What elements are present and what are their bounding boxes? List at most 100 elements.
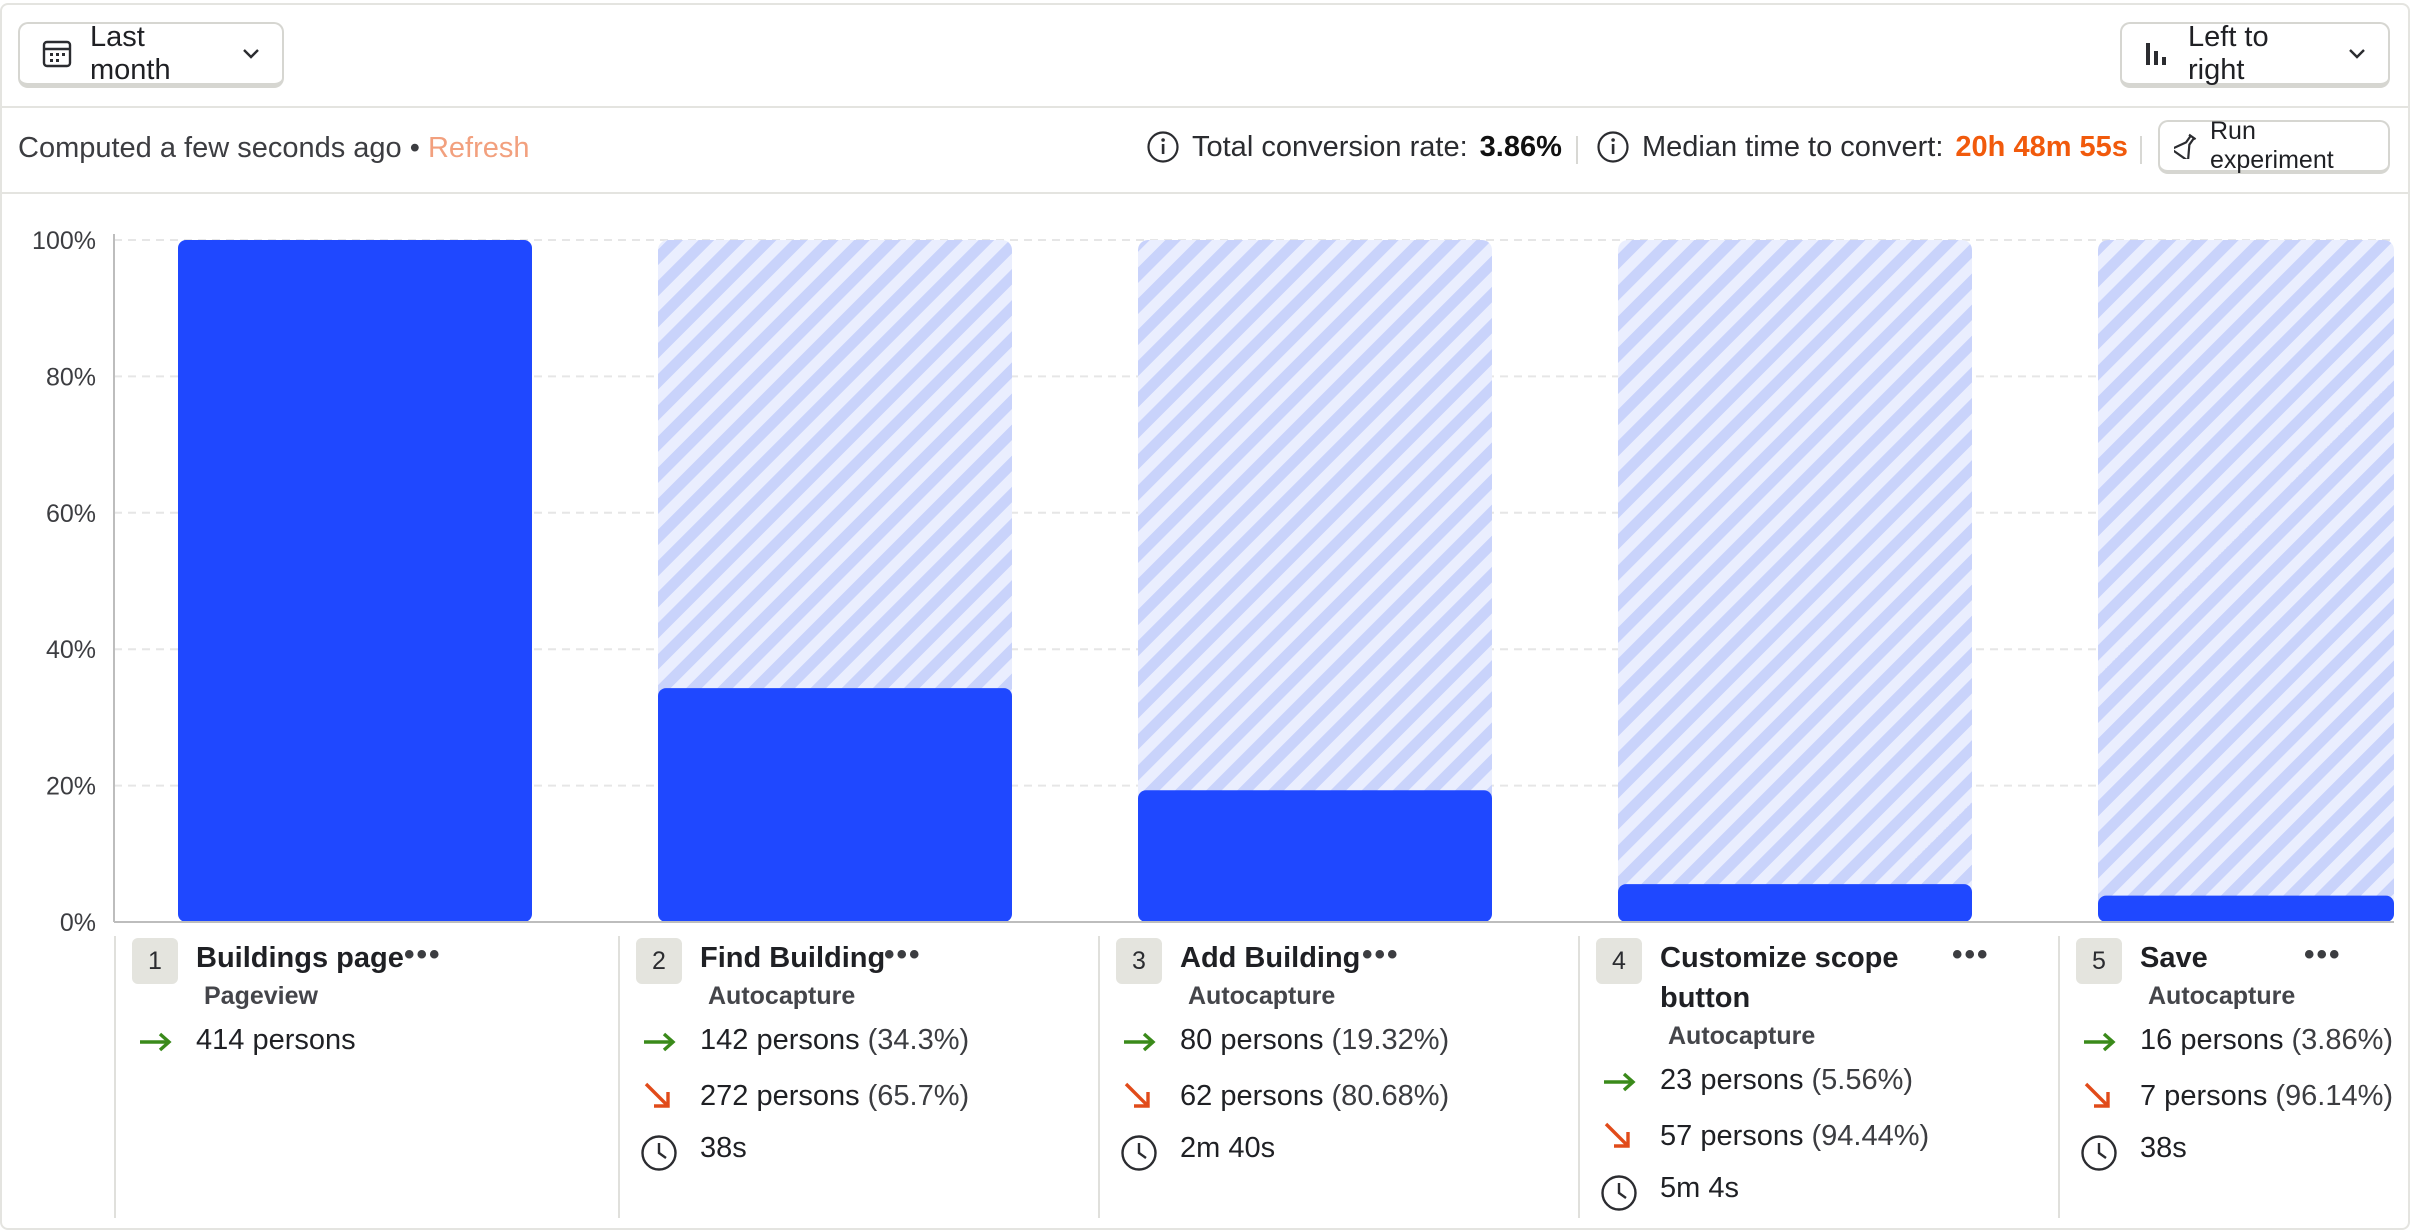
- toolbar: Last month Left to right: [0, 0, 2410, 108]
- y-tick-label: 20%: [46, 773, 96, 801]
- dropped-percent: (65.7%): [867, 1080, 970, 1112]
- more-options-icon[interactable]: •••: [404, 938, 442, 971]
- info-bar: Computed a few seconds ago • Refresh Tot…: [0, 106, 2410, 194]
- computed-text: Computed a few seconds ago •: [18, 132, 420, 164]
- converted-count: 16 persons (3.86%): [2140, 1024, 2393, 1057]
- step-event-type: Autocapture: [1188, 982, 1336, 1010]
- step-number: 1: [132, 938, 178, 984]
- funnel-panel: [0, 3, 2410, 1230]
- conversion-bar[interactable]: [178, 240, 532, 922]
- info-icon[interactable]: [1146, 130, 1180, 164]
- conversion-bar[interactable]: [1618, 884, 1972, 922]
- converted-percent: (19.32%): [1331, 1024, 1450, 1056]
- dropoff-bar: [1618, 240, 1972, 922]
- run-experiment-label: Run experiment: [2210, 117, 2334, 174]
- step-event-type: Autocapture: [2148, 982, 2296, 1010]
- step-number: 4: [1596, 938, 1642, 984]
- step-divider: [618, 936, 620, 1218]
- more-options-icon[interactable]: •••: [2304, 938, 2342, 971]
- info-icon[interactable]: [1596, 130, 1630, 164]
- more-options-icon[interactable]: •••: [1362, 938, 1400, 971]
- arrow-right-icon: [1124, 1032, 1156, 1052]
- dropoff-bar: [2098, 240, 2394, 922]
- step-divider: [2058, 936, 2060, 1218]
- more-options-icon[interactable]: •••: [884, 938, 922, 971]
- conversion-value: 3.86%: [1479, 130, 1562, 163]
- step-event-type: Pageview: [204, 982, 318, 1010]
- dropoff-bar: [1138, 240, 1492, 922]
- dropped-percent: (94.44%): [1811, 1120, 1930, 1152]
- step-event-type: Autocapture: [1668, 1022, 1816, 1050]
- converted-persons: 414 persons: [196, 1024, 356, 1056]
- dropped-percent: (96.14%): [2275, 1080, 2394, 1112]
- arrow-right-icon: [2084, 1032, 2116, 1052]
- arrow-right-icon: [140, 1032, 172, 1052]
- refresh-link[interactable]: Refresh: [427, 132, 530, 164]
- date-range-button[interactable]: Last month: [18, 20, 284, 88]
- y-tick-label: 80%: [46, 363, 96, 391]
- divider: [1576, 136, 1578, 164]
- dropped-persons: 7 persons: [2140, 1080, 2268, 1112]
- median-time: 2m 40s: [1180, 1132, 1276, 1164]
- chevron-down-icon: [242, 48, 260, 60]
- y-tick-label: 60%: [46, 500, 96, 528]
- dropped-count: 7 persons (96.14%): [2140, 1080, 2393, 1113]
- step-name: Buildings page: [196, 942, 404, 974]
- arrow-down-right-icon: [2084, 1082, 2110, 1108]
- step-name: Customize scope button: [1660, 938, 1899, 1018]
- median-time: 38s: [2140, 1132, 2187, 1164]
- layout-label: Left to right: [2188, 20, 2269, 86]
- conversion-label: Total conversion rate:: [1192, 130, 1468, 163]
- clock-icon: [1601, 1175, 1637, 1211]
- converted-count: 80 persons (19.32%): [1180, 1024, 1449, 1057]
- converted-persons: 80 persons: [1180, 1024, 1324, 1056]
- step-divider: [1578, 936, 1580, 1218]
- converted-count: 414 persons: [196, 1024, 356, 1057]
- total-conversion-rate: Total conversion rate: 3.86%: [1146, 130, 1562, 164]
- converted-percent: (34.3%): [867, 1024, 970, 1056]
- median-time-to-convert: Median time to convert: 20h 48m 55s: [1596, 130, 2128, 164]
- step-number: 5: [2076, 938, 2122, 984]
- dropped-count: 57 persons (94.44%): [1660, 1120, 1929, 1153]
- median-time: 38s: [700, 1132, 747, 1164]
- arrow-right-icon: [644, 1032, 676, 1052]
- date-range-label: Last month: [90, 20, 171, 86]
- conversion-bar[interactable]: [1138, 790, 1492, 922]
- step-divider: [114, 936, 116, 1218]
- more-options-icon[interactable]: •••: [1952, 938, 1990, 971]
- converted-percent: (3.86%): [2291, 1024, 2394, 1056]
- run-experiment-button[interactable]: Run experiment: [2158, 117, 2390, 174]
- dropped-persons: 272 persons: [700, 1080, 860, 1112]
- bar-chart-icon: [2144, 41, 2170, 67]
- converted-count: 142 persons (34.3%): [700, 1024, 969, 1057]
- arrow-down-right-icon: [1124, 1082, 1150, 1108]
- clock-icon: [1121, 1135, 1157, 1171]
- arrow-down-right-icon: [644, 1082, 670, 1108]
- dropped-percent: (80.68%): [1331, 1080, 1450, 1112]
- step-number: 2: [636, 938, 682, 984]
- computed-status: Computed a few seconds ago • Refresh: [18, 132, 530, 165]
- step-name-line: button: [1660, 982, 1751, 1014]
- conversion-bar[interactable]: [658, 688, 1012, 922]
- step-event-type: Autocapture: [708, 982, 856, 1010]
- converted-percent: (5.56%): [1811, 1064, 1914, 1096]
- step-number: 3: [1116, 938, 1162, 984]
- median-value: 20h 48m 55s: [1955, 130, 2128, 163]
- arrow-right-icon: [1604, 1072, 1636, 1092]
- converted-persons: 142 persons: [700, 1024, 860, 1056]
- converted-persons: 16 persons: [2140, 1024, 2284, 1056]
- converted-count: 23 persons (5.56%): [1660, 1064, 1913, 1097]
- dropped-persons: 62 persons: [1180, 1080, 1324, 1112]
- clock-icon: [641, 1135, 677, 1171]
- conversion-bar[interactable]: [2098, 895, 2394, 922]
- flask-icon: [2174, 133, 2198, 159]
- layout-button[interactable]: Left to right: [2120, 20, 2390, 88]
- step-name: Find Building: [700, 942, 886, 974]
- divider: [2140, 136, 2142, 164]
- dropped-count: 62 persons (80.68%): [1180, 1080, 1449, 1113]
- chevron-down-icon: [2348, 48, 2366, 60]
- step-name: Add Building: [1180, 942, 1361, 974]
- median-time: 5m 4s: [1660, 1172, 1739, 1204]
- step-name-line: Customize scope: [1660, 942, 1899, 974]
- y-tick-label: 0%: [60, 909, 96, 932]
